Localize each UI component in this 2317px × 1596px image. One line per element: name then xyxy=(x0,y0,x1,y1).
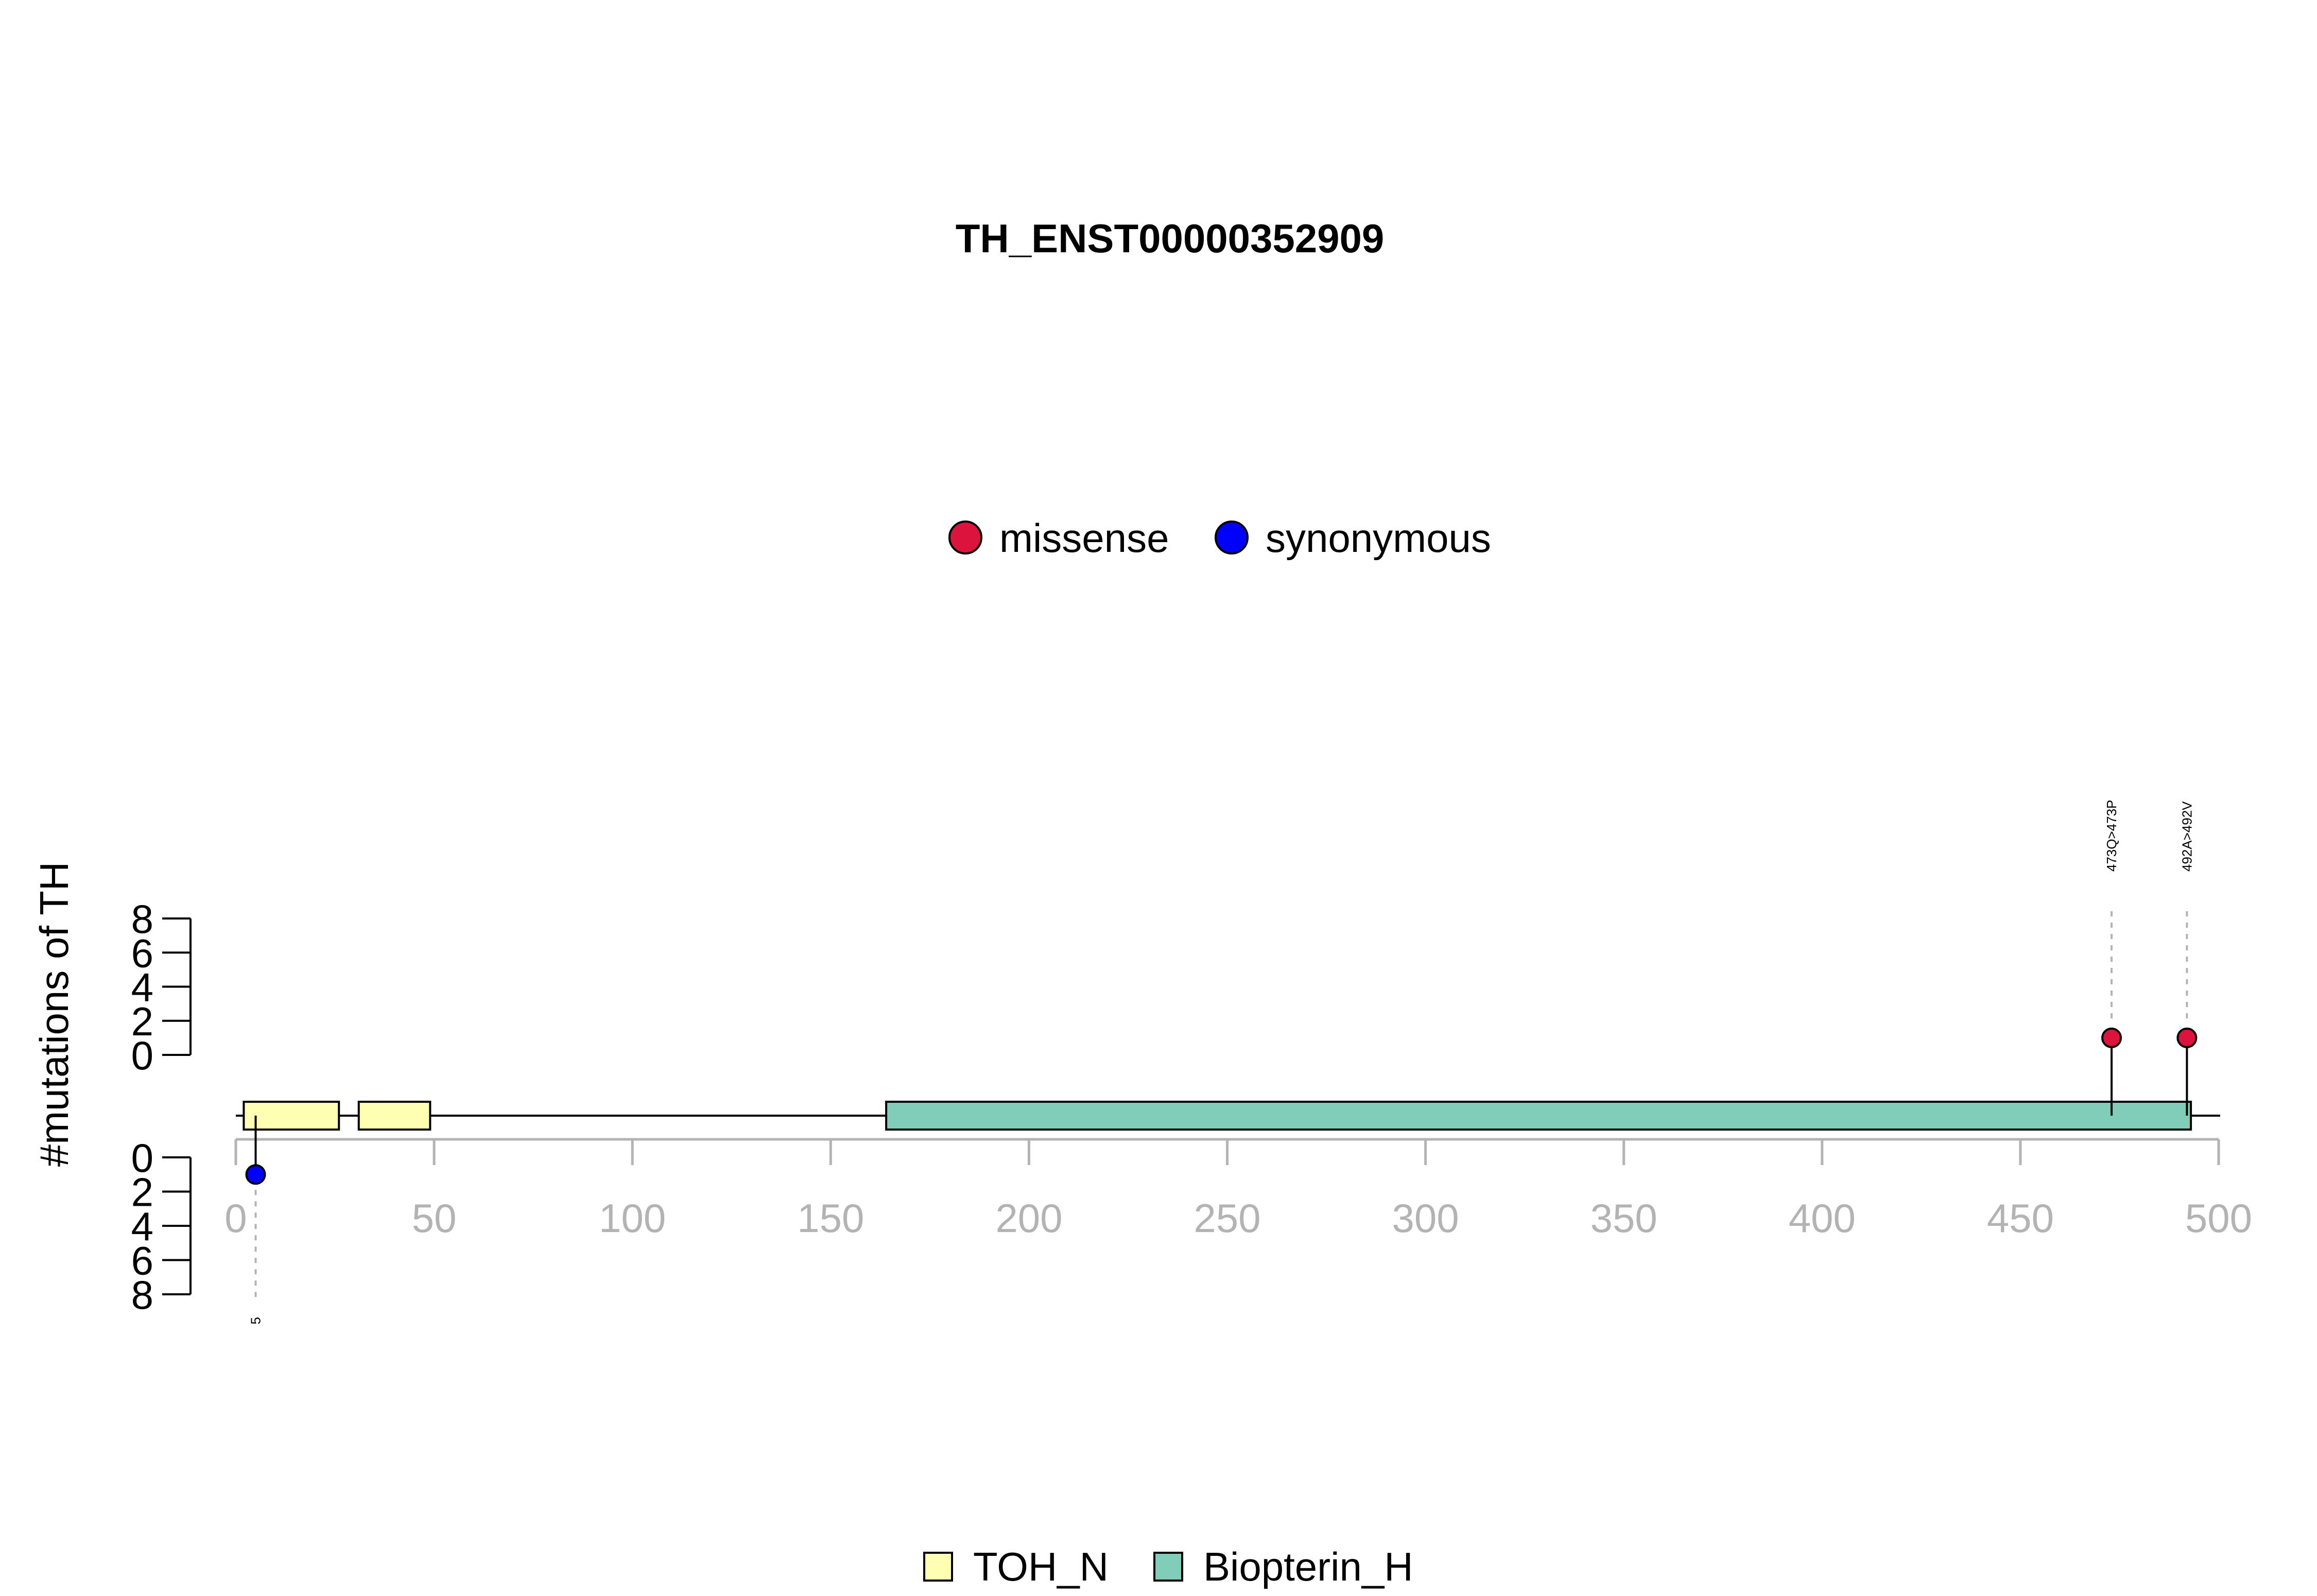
x-tick-label: 50 xyxy=(412,1195,457,1241)
domain-TOH_N xyxy=(243,1101,340,1131)
x-tick-label: 350 xyxy=(1590,1195,1657,1241)
x-tick-label: 200 xyxy=(995,1195,1062,1241)
mutation-label: 5 xyxy=(248,1317,264,1324)
x-axis: 0 50 100 150 200 250 300 350 400 450 500 xyxy=(224,1138,2252,1241)
y-tick-label-upper: 0 xyxy=(131,1033,153,1078)
x-tick-label: 400 xyxy=(1789,1195,1856,1241)
x-tick-label: 500 xyxy=(2185,1195,2252,1241)
x-tick-label: 250 xyxy=(1194,1195,1260,1241)
x-tick-label: 300 xyxy=(1392,1195,1459,1241)
mutation-point-synonymous xyxy=(245,1164,266,1185)
mutation-label: 473Q>473P xyxy=(2104,800,2119,872)
domain-legend: TOH_N Biopterin_H xyxy=(923,1544,1413,1589)
mutation-label: 492A>492V xyxy=(2179,801,2194,872)
x-tick-label: 100 xyxy=(599,1195,666,1241)
mutation-points xyxy=(245,1027,2198,1185)
mutation-legend: missense synonymous xyxy=(948,515,1491,561)
domain-Biopterin_H xyxy=(885,1101,2192,1131)
chart-title: TH_ENST00000352909 xyxy=(956,216,1385,261)
y-tick-label-lower: 8 xyxy=(131,1272,153,1317)
legend-marker-synonymous xyxy=(1215,521,1249,554)
legend-swatch-TOH_N xyxy=(923,1552,953,1582)
x-tick-label: 150 xyxy=(797,1195,864,1241)
x-tick-label: 0 xyxy=(224,1195,247,1241)
protein-domains xyxy=(243,1101,2192,1131)
mutation-point-missense xyxy=(2176,1027,2198,1048)
mutation-point-missense xyxy=(2101,1027,2122,1048)
y-tick-label-lower: 4 xyxy=(131,1204,153,1249)
y-tick-label-upper: 6 xyxy=(131,930,153,976)
y-axis-label: #mutations of TH xyxy=(31,862,77,1167)
mutation-guides xyxy=(254,911,2188,1300)
mutation-labels: 5 473Q>473P 492A>492V xyxy=(248,800,2195,1324)
legend-marker-missense xyxy=(948,521,982,554)
y-tick-label-upper: 4 xyxy=(131,965,153,1010)
domain-TOH_N xyxy=(357,1101,431,1131)
legend-label-synonymous: synonymous xyxy=(1266,515,1491,561)
y-tick-label-lower: 6 xyxy=(131,1238,153,1283)
x-tick-label: 450 xyxy=(1987,1195,2054,1241)
y-tick-label-upper: 2 xyxy=(131,999,153,1044)
legend-label-TOH_N: TOH_N xyxy=(973,1544,1109,1589)
y-tick-label-lower: 0 xyxy=(131,1135,153,1181)
legend-swatch-Biopterin_H xyxy=(1153,1552,1183,1582)
y-tick-label-lower: 2 xyxy=(131,1170,153,1215)
y-tick-label-upper: 8 xyxy=(131,896,153,942)
legend-label-missense: missense xyxy=(999,515,1169,561)
legend-label-Biopterin_H: Biopterin_H xyxy=(1203,1544,1413,1589)
